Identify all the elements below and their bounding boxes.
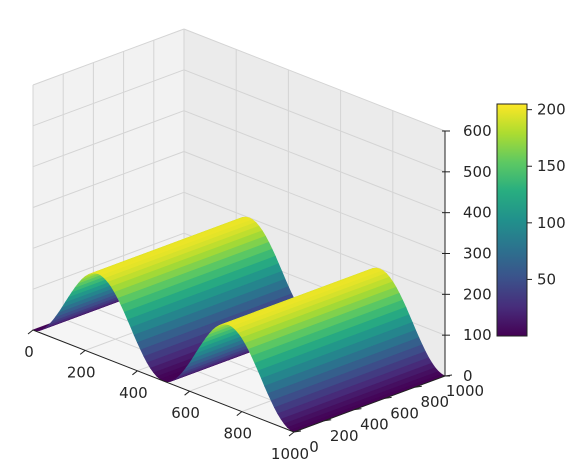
x-axis-line [32,329,295,433]
y-tick-label: 600 [390,404,419,422]
colorbar-tick-label: 50 [537,270,556,288]
z-tick-label: 0 [463,367,473,385]
grid-line [32,28,185,86]
y-tick-label: 0 [309,438,319,456]
x-tick-label: 600 [171,404,200,422]
z-tick-label: 600 [463,122,492,140]
x-tick-label: 0 [24,343,34,361]
colorbar-gradient [496,103,528,337]
colorbar-tick-label: 100 [537,214,566,232]
y-tick-label: 200 [330,427,359,445]
grid-line [32,191,185,249]
x-tick [236,411,243,416]
y-axis-line [293,375,446,433]
grid-line [32,151,185,208]
grid-line [183,69,446,173]
surface-plot [31,216,446,433]
x-tick-label: 400 [119,384,148,402]
x-tick [132,370,138,376]
grid-line [183,191,446,295]
x-tick-label: 200 [67,363,96,381]
z-tick-label: 100 [463,326,492,344]
grid-line [183,151,446,254]
colorbar-tick-label: 200 [537,101,566,119]
z-tick-label: 300 [463,245,492,263]
x-tick [184,390,190,396]
y-tick [414,385,422,388]
x-tick-label: 800 [223,425,252,443]
x-tick [79,350,86,355]
grid-line [183,28,446,132]
y-tick [384,396,392,399]
y-tick-label: 1000 [446,382,484,400]
y-tick-label: 800 [420,393,449,411]
x-tick-label: 1000 [271,445,309,463]
x-tick [288,431,295,437]
x-tick [27,329,34,335]
grid-line [32,232,185,290]
colorbar-tick-label: 150 [537,157,566,175]
y-tick-label: 400 [360,416,389,434]
z-tick-label: 400 [463,204,492,222]
colorbar: 50 100 150 200 [496,101,566,337]
z-tick-label: 500 [463,163,492,181]
y-tick [354,408,362,411]
z-tick-label: 200 [463,285,492,303]
grid-line [183,110,446,214]
y-tick [293,430,302,433]
grid-line [32,69,185,127]
grid-line [32,110,185,168]
y-tick [324,419,332,422]
